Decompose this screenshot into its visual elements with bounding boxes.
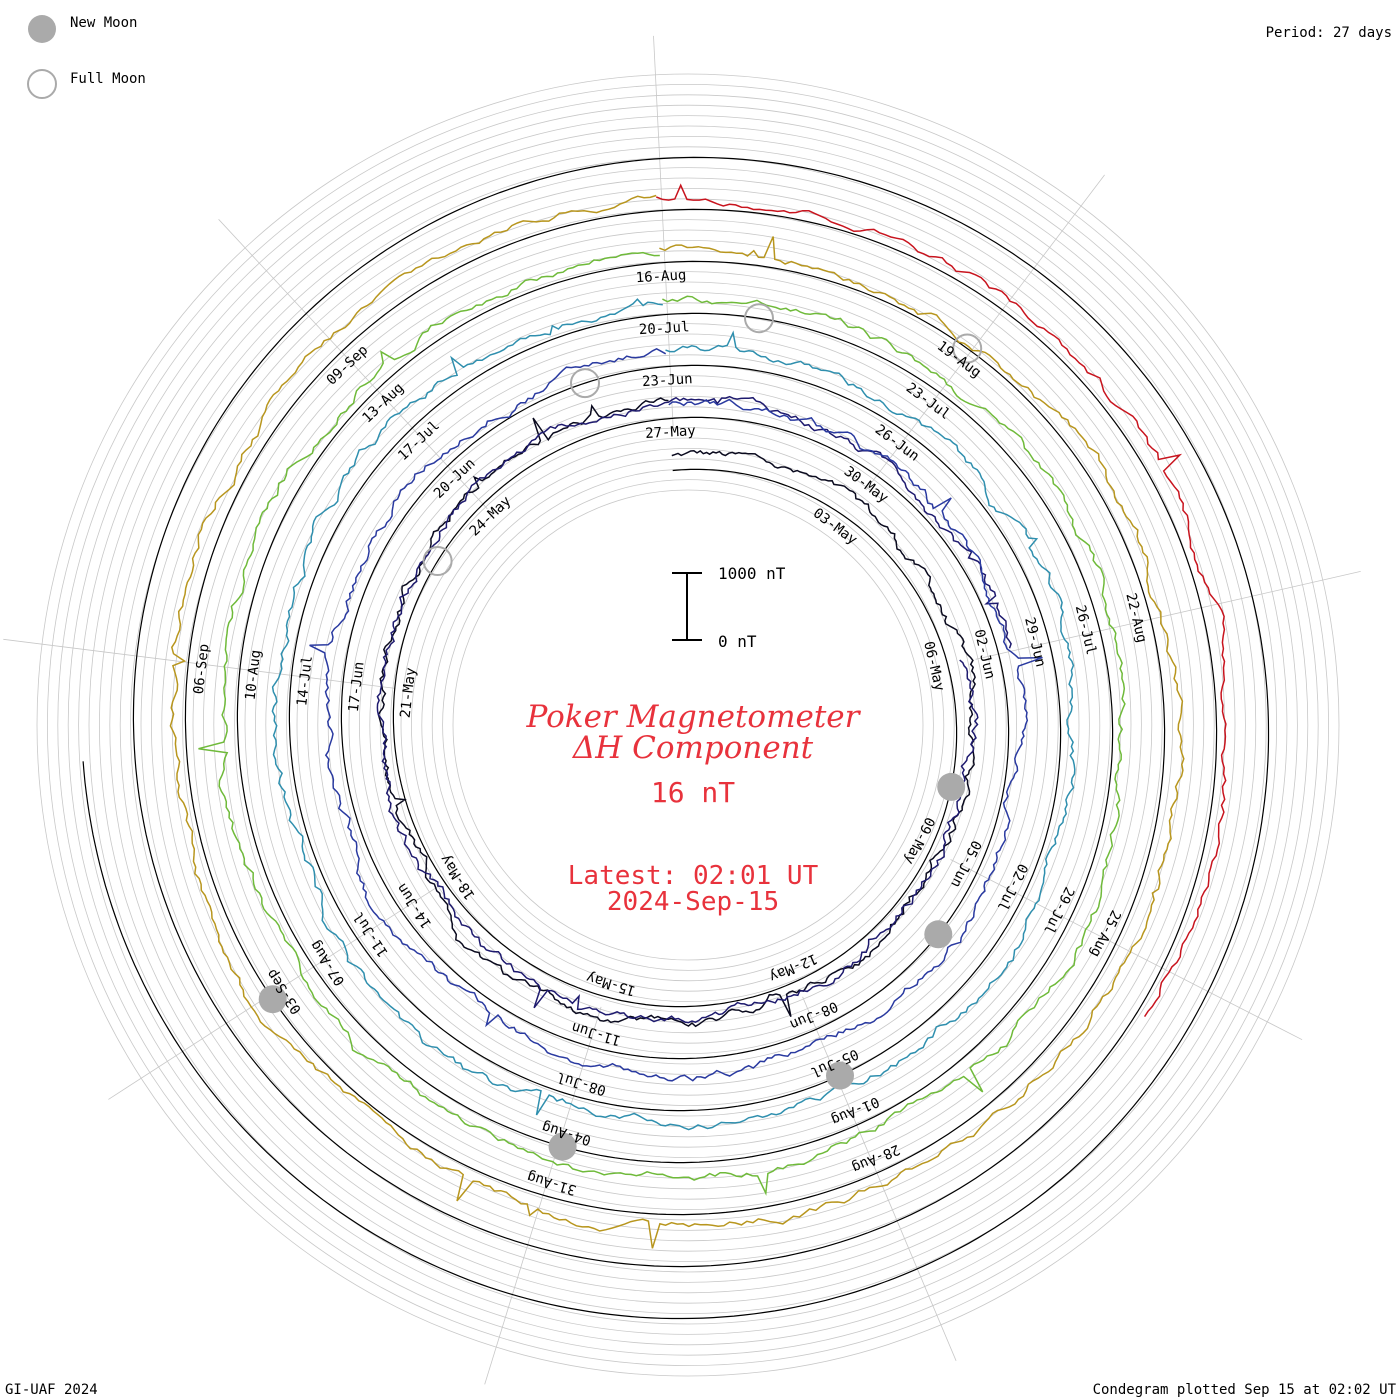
new-moon-marker — [937, 772, 966, 801]
grid-spoke — [218, 219, 488, 510]
grid-circle — [400, 437, 976, 1013]
grid-circle — [99, 136, 1277, 1314]
latest-time: Latest: 02:01 UT — [568, 861, 819, 891]
date-label: 15-May — [585, 969, 638, 999]
trace-rotation-7 — [656, 183, 1227, 1018]
grid-circle — [182, 219, 1194, 1231]
moon-markers — [258, 303, 983, 1161]
date-label: 09-Sep — [324, 342, 372, 388]
grid-circle — [109, 146, 1267, 1304]
trace-rotation-6 — [169, 194, 1185, 1249]
grid-spoke — [950, 859, 1303, 1041]
grid-circle — [192, 229, 1184, 1221]
date-label: 17-Jun — [346, 661, 368, 713]
date-label: 27-May — [645, 423, 696, 442]
trace-rotation-1 — [377, 397, 976, 1028]
grid-circle — [286, 323, 1090, 1127]
date-label: 23-Jun — [642, 371, 693, 390]
new-moon-marker — [826, 1061, 854, 1090]
date-label: 10-Aug — [243, 649, 265, 701]
grid-spoke — [865, 174, 1105, 491]
date-label: 31-Aug — [525, 1168, 578, 1198]
scale-bar: 1000 nT 0 nT — [672, 564, 786, 651]
date-label: 13-Aug — [359, 380, 407, 426]
grid-circle — [36, 73, 1340, 1377]
grid-circle — [348, 385, 1028, 1065]
date-label: 21-May — [398, 667, 420, 719]
date-label: 24-May — [467, 493, 515, 539]
date-label: 12-May — [767, 950, 820, 985]
scale-top-label: 1000 nT — [718, 564, 786, 583]
date-label: 06-May — [920, 640, 947, 693]
full-moon-marker — [952, 333, 983, 364]
scale-bottom-label: 0 nT — [718, 632, 757, 651]
new-moon-marker — [258, 985, 287, 1014]
date-label: 16-Aug — [635, 267, 686, 286]
grid-circle — [338, 375, 1038, 1075]
new-moon-legend-label: New Moon — [70, 15, 137, 31]
grid-circle — [317, 354, 1059, 1096]
grid-circle — [265, 302, 1111, 1148]
full-moon-legend-icon — [27, 69, 57, 99]
grid-spoke — [3, 638, 396, 689]
grid-circle — [130, 167, 1246, 1283]
chart-title: Poker Magnetometer — [526, 699, 862, 735]
grid-spoke — [975, 571, 1361, 660]
date-label: 17-Jul — [395, 418, 443, 464]
grid-circle — [67, 104, 1309, 1346]
current-value: 16 nT — [651, 776, 735, 809]
grid-circle — [213, 250, 1163, 1200]
grid-circle — [57, 94, 1319, 1356]
full-moon-marker — [744, 303, 774, 334]
trace-rotation-3 — [309, 347, 1043, 1082]
date-label: 02-Jul — [994, 861, 1031, 913]
footer-plot-time: Condegram plotted Sep 15 at 02:02 UT — [1093, 1382, 1397, 1398]
new-moon-legend-icon — [28, 15, 56, 43]
date-label: 05-Jun — [947, 838, 984, 890]
chart-subtitle: ΔH Component — [572, 730, 814, 766]
grid-circle — [452, 489, 924, 961]
date-label: 29-Jul — [1040, 884, 1077, 936]
grid-circle — [140, 177, 1236, 1273]
grid-spoke — [653, 35, 674, 431]
date-label: 06-Sep — [191, 643, 213, 695]
full-moon-marker — [570, 368, 600, 399]
grid-circle — [296, 333, 1080, 1117]
grid-circle — [47, 84, 1329, 1366]
grid-circle — [244, 281, 1132, 1169]
grid-circle — [421, 458, 955, 992]
baseline-spiral — [82, 156, 1270, 1320]
period-label: Period: 27 days — [1266, 25, 1392, 41]
date-label: 20-Jun — [431, 456, 479, 502]
date-label: 08-Jun — [787, 998, 840, 1033]
grid-circle — [369, 406, 1007, 1044]
footer-credit: GI-UAF 2024 — [5, 1382, 98, 1398]
data-traces — [169, 183, 1227, 1249]
trace-rotation-5 — [198, 251, 1126, 1196]
date-label: 08-Jul — [555, 1068, 608, 1098]
trace-rotation-2 — [376, 395, 1012, 1024]
full-moon-marker — [422, 546, 453, 576]
baseline-spiral-path — [82, 156, 1270, 1320]
grid-circle — [358, 395, 1018, 1055]
grid-circle — [442, 479, 934, 971]
grid-spoke — [802, 996, 957, 1361]
new-moon-marker — [548, 1132, 577, 1161]
grid-circle — [410, 447, 966, 1003]
grid-circle — [202, 239, 1174, 1211]
latest-date: 2024-Sep-15 — [607, 887, 779, 917]
grid-circle — [234, 271, 1142, 1179]
grid-circle — [78, 115, 1298, 1335]
grid-circle — [306, 343, 1070, 1107]
grid-circle — [151, 188, 1225, 1262]
new-moon-marker — [924, 920, 953, 949]
grid-circle — [254, 291, 1122, 1159]
grid-circle — [88, 125, 1288, 1325]
trace-rotation-4 — [271, 298, 1076, 1131]
date-label: 14-Jul — [294, 655, 316, 707]
full-moon-legend-label: Full Moon — [70, 71, 146, 87]
date-label: 20-Jul — [638, 319, 689, 338]
